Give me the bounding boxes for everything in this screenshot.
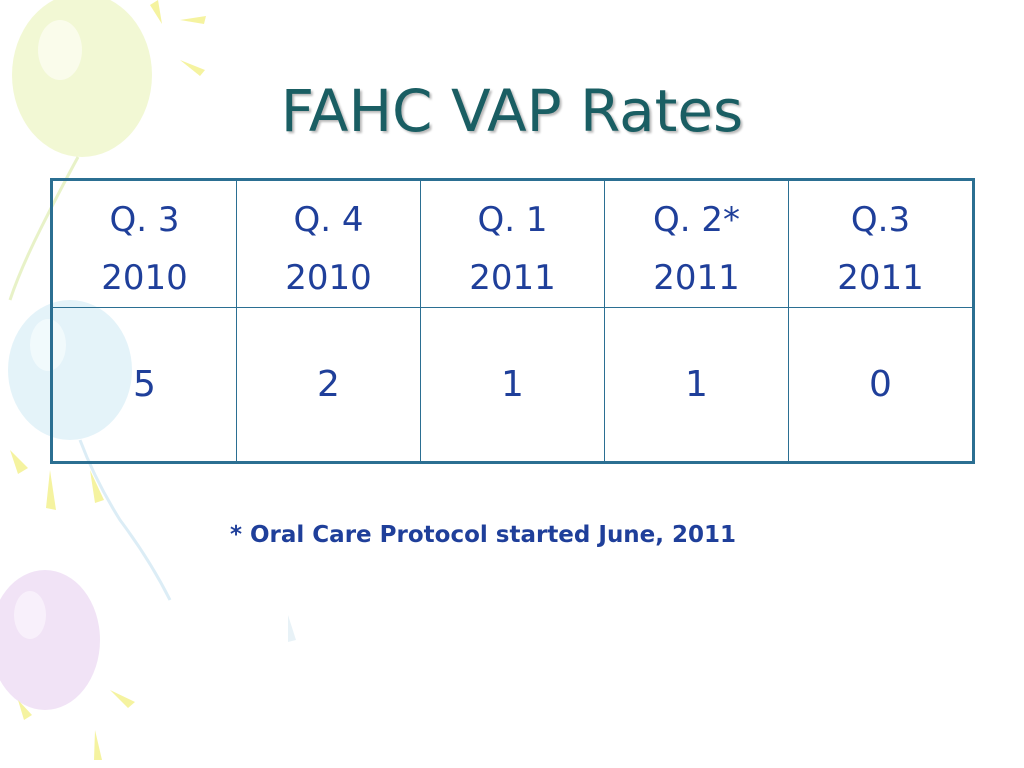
header-year: 2011 xyxy=(653,258,740,298)
header-year: 2010 xyxy=(101,258,188,298)
header-year: 2011 xyxy=(469,258,556,298)
vap-rates-table: Q. 3 2010 Q. 4 2010 Q. 1 2011 Q. 2* 2011… xyxy=(50,178,975,464)
table-values-row: 5 2 1 1 0 xyxy=(51,307,974,463)
value-cell: 0 xyxy=(788,307,974,463)
header-quarter: Q.3 xyxy=(850,200,911,240)
header-quarter: Q. 4 xyxy=(293,200,364,240)
value-cell: 5 xyxy=(51,307,237,463)
header-cell: Q. 4 2010 xyxy=(236,179,421,308)
header-quarter: Q. 2* xyxy=(652,200,740,240)
footnote: * Oral Care Protocol started June, 2011 xyxy=(229,522,737,548)
header-quarter: Q. 1 xyxy=(477,200,548,240)
value-cell: 1 xyxy=(604,307,789,463)
slide-title: FAHC VAP Rates xyxy=(280,77,744,145)
header-cell: Q. 3 2010 xyxy=(51,179,237,308)
value-cell: 2 xyxy=(236,307,421,463)
header-year: 2011 xyxy=(837,258,924,298)
header-cell: Q. 2* 2011 xyxy=(604,179,789,308)
table-header-row: Q. 3 2010 Q. 4 2010 Q. 1 2011 Q. 2* 2011… xyxy=(51,179,974,308)
rates-table: Q. 3 2010 Q. 4 2010 Q. 1 2011 Q. 2* 2011… xyxy=(50,178,975,464)
header-cell: Q. 1 2011 xyxy=(420,179,605,308)
value-cell: 1 xyxy=(420,307,605,463)
header-cell: Q.3 2011 xyxy=(788,179,974,308)
header-quarter: Q. 3 xyxy=(109,200,180,240)
header-year: 2010 xyxy=(285,258,372,298)
